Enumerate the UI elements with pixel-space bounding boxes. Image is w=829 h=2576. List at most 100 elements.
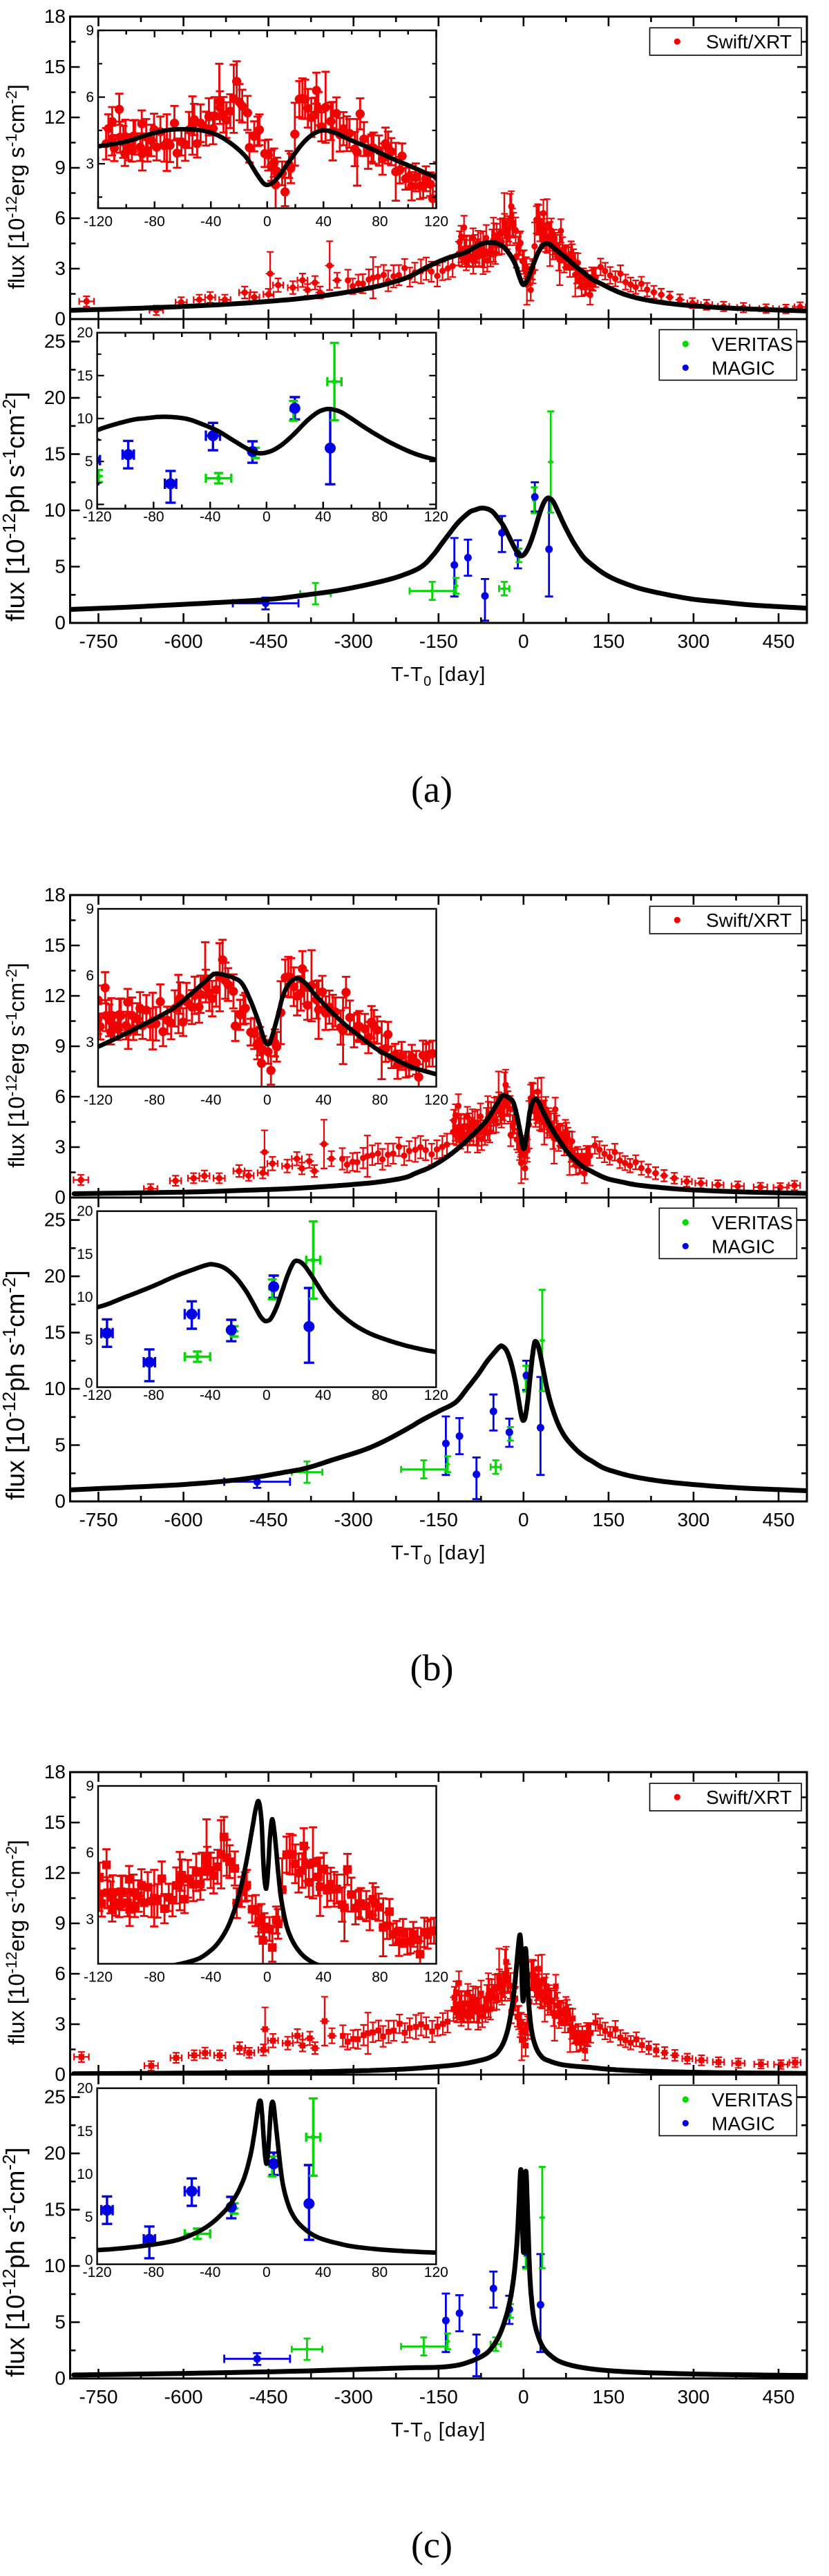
svg-text:Swift/XRT: Swift/XRT	[706, 31, 792, 52]
svg-text:0: 0	[55, 612, 66, 633]
svg-text:flux [10-12erg s-1cm-2]: flux [10-12erg s-1cm-2]	[3, 1840, 29, 2045]
svg-text:flux [10-12ph s-1cm-2]: flux [10-12ph s-1cm-2]	[0, 392, 30, 622]
svg-text:5: 5	[85, 454, 93, 470]
svg-text:15: 15	[44, 934, 66, 956]
svg-text:-40: -40	[200, 1387, 220, 1403]
svg-text:120: 120	[424, 2265, 448, 2280]
svg-text:-120: -120	[84, 214, 113, 230]
svg-text:0: 0	[518, 631, 529, 652]
svg-text:450: 450	[763, 1509, 795, 1530]
svg-text:450: 450	[763, 631, 795, 652]
svg-text:3: 3	[86, 1035, 94, 1050]
svg-text:15: 15	[44, 1322, 66, 1343]
svg-text:3: 3	[55, 1136, 66, 1157]
svg-text:-40: -40	[200, 214, 221, 230]
svg-text:15: 15	[44, 56, 66, 77]
svg-text:0: 0	[263, 214, 271, 230]
svg-text:0: 0	[85, 497, 93, 512]
svg-text:MAGIC: MAGIC	[712, 1236, 775, 1258]
svg-text:-450: -450	[249, 2386, 288, 2407]
svg-text:15: 15	[44, 2199, 66, 2220]
svg-text:80: 80	[372, 2265, 388, 2280]
svg-text:flux [10-12ph s-1cm-2]: flux [10-12ph s-1cm-2]	[0, 2147, 30, 2377]
svg-text:20: 20	[77, 2081, 93, 2097]
svg-text:9: 9	[86, 23, 94, 39]
svg-text:80: 80	[372, 1387, 388, 1403]
svg-text:-120: -120	[83, 509, 112, 525]
svg-text:-80: -80	[144, 214, 164, 230]
svg-text:0: 0	[263, 509, 271, 525]
svg-text:3: 3	[86, 1912, 94, 1928]
svg-text:20: 20	[44, 2142, 66, 2164]
svg-text:-120: -120	[84, 1093, 113, 1108]
svg-text:5: 5	[55, 1434, 66, 1456]
svg-text:150: 150	[593, 2386, 625, 2407]
svg-text:9: 9	[55, 157, 66, 178]
svg-text:10: 10	[44, 499, 66, 521]
svg-text:6: 6	[55, 1086, 66, 1107]
svg-text:5: 5	[85, 2209, 93, 2225]
svg-text:0: 0	[518, 2386, 529, 2407]
svg-text:15: 15	[77, 368, 93, 384]
svg-text:10: 10	[77, 2166, 93, 2182]
svg-text:T-T0 [day]: T-T0 [day]	[391, 2419, 486, 2445]
svg-text:15: 15	[77, 1247, 93, 1262]
svg-text:0: 0	[263, 1970, 271, 1986]
svg-text:0: 0	[55, 308, 66, 329]
svg-text:VERITAS: VERITAS	[712, 2089, 793, 2111]
svg-text:0: 0	[55, 1186, 66, 1208]
svg-text:Swift/XRT: Swift/XRT	[706, 1787, 792, 1808]
svg-text:18: 18	[44, 1761, 66, 1782]
svg-text:-40: -40	[200, 509, 220, 525]
svg-text:(a): (a)	[411, 769, 452, 810]
svg-text:9: 9	[86, 901, 94, 917]
svg-text:-450: -450	[249, 1509, 288, 1530]
svg-text:3: 3	[55, 258, 66, 279]
svg-text:80: 80	[372, 509, 388, 525]
svg-text:-300: -300	[334, 1509, 373, 1530]
svg-text:-600: -600	[164, 2386, 203, 2407]
svg-text:0: 0	[55, 1490, 66, 1512]
svg-text:300: 300	[678, 2386, 710, 2407]
svg-text:300: 300	[678, 631, 710, 652]
svg-text:(b): (b)	[410, 1647, 454, 1689]
svg-text:10: 10	[44, 1378, 66, 1399]
svg-text:-80: -80	[144, 1093, 164, 1108]
svg-text:12: 12	[44, 1862, 66, 1883]
svg-text:-120: -120	[84, 1970, 113, 1986]
svg-text:5: 5	[55, 2311, 66, 2333]
svg-text:40: 40	[315, 509, 331, 525]
svg-text:3: 3	[55, 2013, 66, 2035]
svg-text:-750: -750	[79, 631, 117, 652]
svg-text:9: 9	[55, 1035, 66, 1057]
svg-text:18: 18	[44, 6, 66, 27]
svg-text:10: 10	[77, 1289, 93, 1305]
svg-text:3: 3	[86, 156, 94, 172]
svg-text:0: 0	[85, 2252, 93, 2268]
svg-text:-300: -300	[334, 2386, 373, 2407]
svg-text:VERITAS: VERITAS	[712, 1212, 793, 1233]
svg-text:0: 0	[55, 2064, 66, 2085]
svg-text:120: 120	[424, 1387, 448, 1403]
svg-text:20: 20	[44, 1265, 66, 1287]
svg-text:-40: -40	[200, 1093, 221, 1108]
svg-text:5: 5	[85, 1332, 93, 1348]
svg-text:9: 9	[55, 1912, 66, 1934]
svg-text:0: 0	[85, 1375, 93, 1391]
svg-text:-80: -80	[143, 1387, 164, 1403]
svg-text:120: 120	[424, 214, 448, 230]
svg-text:-150: -150	[419, 1509, 458, 1530]
svg-text:150: 150	[593, 1509, 625, 1530]
svg-text:80: 80	[372, 1970, 388, 1986]
svg-text:flux [10-12erg s-1cm-2]: flux [10-12erg s-1cm-2]	[3, 963, 29, 1168]
svg-text:Swift/XRT: Swift/XRT	[706, 910, 792, 931]
svg-text:12: 12	[44, 106, 66, 128]
svg-text:flux [10-12ph s-1cm-2]: flux [10-12ph s-1cm-2]	[0, 1270, 30, 1500]
svg-text:25: 25	[44, 2086, 66, 2108]
svg-text:15: 15	[44, 443, 66, 465]
svg-text:10: 10	[44, 2255, 66, 2276]
svg-text:6: 6	[86, 1845, 94, 1861]
svg-text:-80: -80	[143, 2265, 164, 2280]
svg-text:-80: -80	[144, 1970, 164, 1986]
svg-text:MAGIC: MAGIC	[712, 2113, 775, 2135]
